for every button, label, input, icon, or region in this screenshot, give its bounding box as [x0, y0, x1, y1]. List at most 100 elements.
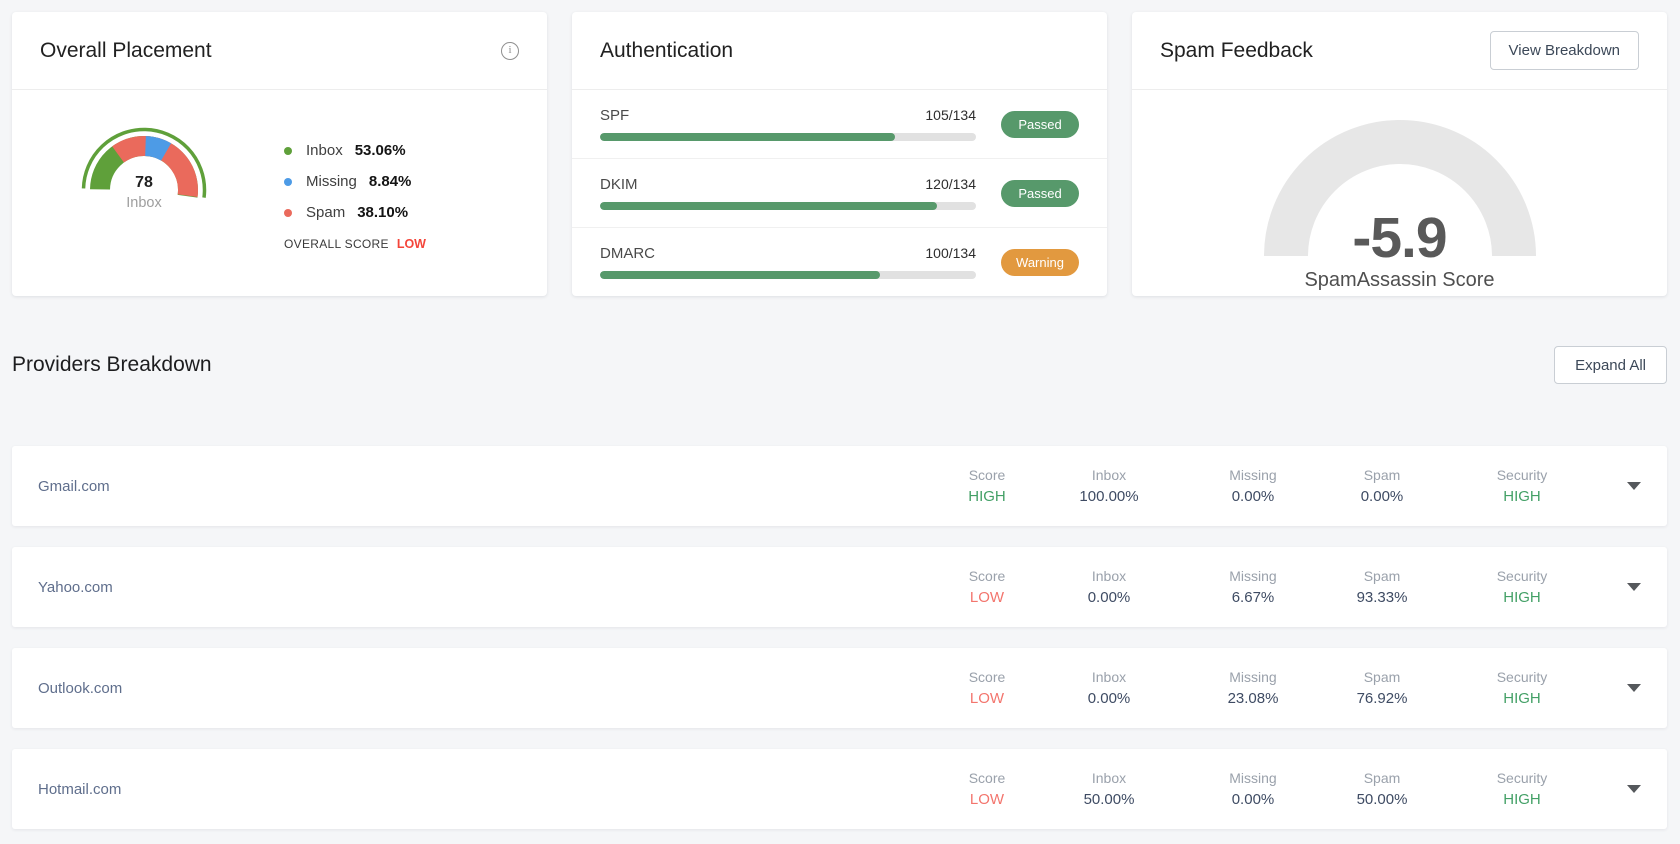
auth-row-value: 120/134 [925, 176, 976, 192]
provider-stat-label: Security [1496, 568, 1548, 584]
auth-row-main: SPF 105/134 [600, 107, 976, 141]
spamassassin-gauge: -5.9 [1263, 119, 1536, 270]
provider-row-gmail-com[interactable]: Gmail.com Score HIGH Inbox 100.00% Missi… [12, 446, 1667, 526]
chevron-down-icon [1627, 482, 1641, 490]
stat-security: Security HIGH [1467, 467, 1577, 505]
provider-stat-label: Security [1496, 467, 1548, 483]
stat-score: Score LOW [932, 669, 1042, 707]
spamassassin-score-label: SpamAssassin Score [1304, 269, 1495, 291]
donut-svg: 78 Inbox [81, 127, 207, 253]
provider-stat-label: Spam [1363, 467, 1401, 483]
donut-center-label: Inbox [126, 195, 162, 211]
stat-spam: Spam 76.92% [1327, 669, 1437, 707]
stat-security: Security HIGH [1467, 568, 1577, 606]
donut-center-value: 78 [135, 174, 153, 191]
expand-row-control[interactable] [1577, 684, 1641, 692]
provider-stat-value: HIGH [1503, 589, 1541, 606]
provider-stat-value: 100.00% [1079, 488, 1139, 505]
provider-stat-label: Missing [1229, 467, 1277, 483]
donut-highlight-arc [81, 127, 207, 253]
placement-donut-chart: 78 Inbox [76, 122, 212, 258]
spam-feedback-title: Spam Feedback [1160, 38, 1313, 62]
provider-stat-label: Score [968, 669, 1006, 685]
auth-row-label: SPF [600, 107, 630, 124]
providers-breakdown-title: Providers Breakdown [12, 353, 212, 376]
legend-label: Inbox [306, 142, 343, 159]
chevron-down-icon [1627, 583, 1641, 591]
stat-spam: Spam 50.00% [1327, 770, 1437, 808]
auth-row: SPF 105/134 Passed [572, 90, 1107, 159]
provider-rows: Gmail.com Score HIGH Inbox 100.00% Missi… [12, 446, 1667, 829]
provider-stat-value: HIGH [1503, 690, 1541, 707]
gauge-arc-svg [1263, 120, 1536, 257]
auth-progress-fill [600, 133, 895, 141]
stat-score: Score LOW [932, 568, 1042, 606]
provider-stats: Score LOW Inbox 0.00% Missing 6.67% Spam… [932, 568, 1577, 606]
provider-stat-value: HIGH [968, 488, 1006, 505]
provider-name: Gmail.com [38, 477, 110, 495]
legend-label: Missing [306, 173, 357, 190]
stat-missing: Missing 23.08% [1198, 669, 1308, 707]
provider-stat-label: Missing [1229, 669, 1277, 685]
view-breakdown-button[interactable]: View Breakdown [1489, 31, 1639, 70]
overall-placement-body: 78 Inbox Inbox 53.06% Missing 8.84% Spam… [12, 90, 547, 296]
stat-score: Score HIGH [932, 467, 1042, 505]
stat-inbox: Inbox 100.00% [1054, 467, 1164, 505]
legend-item: Spam 38.10% [284, 203, 426, 223]
chevron-down-icon [1627, 684, 1641, 692]
provider-stat-label: Spam [1363, 770, 1401, 786]
auth-progress-track [600, 271, 976, 279]
spam-feedback-header: Spam Feedback View Breakdown [1132, 12, 1667, 90]
chevron-down-icon [1627, 785, 1641, 793]
provider-stat-label: Spam [1363, 568, 1401, 584]
authentication-title: Authentication [600, 38, 734, 62]
legend-value: 8.84% [368, 173, 412, 190]
provider-stat-label: Security [1496, 669, 1548, 685]
spam-feedback-card: Spam Feedback View Breakdown -5.9 SpamAs… [1132, 12, 1667, 296]
provider-stat-value: 0.00% [1360, 488, 1404, 505]
provider-stats: Score LOW Inbox 0.00% Missing 23.08% Spa… [932, 669, 1577, 707]
provider-stat-label: Missing [1229, 770, 1277, 786]
info-icon[interactable]: i [501, 41, 519, 60]
stat-spam: Spam 0.00% [1327, 467, 1437, 505]
donut-segment-spam [90, 136, 198, 244]
authentication-card: Authentication SPF 105/134 Passed DKIM 1… [572, 12, 1107, 296]
placement-legend: Inbox 53.06% Missing 8.84% Spam 38.10% O… [284, 130, 426, 251]
expand-row-control[interactable] [1577, 482, 1641, 490]
auth-row-value: 105/134 [925, 107, 976, 123]
expand-all-button[interactable]: Expand All [1554, 346, 1667, 384]
auth-progress-fill [600, 202, 937, 210]
expand-row-control[interactable] [1577, 785, 1641, 793]
stat-score: Score LOW [932, 770, 1042, 808]
auth-status-badge-passed: Passed [1001, 110, 1079, 138]
provider-stat-value: 23.08% [1227, 690, 1279, 707]
provider-stat-label: Score [968, 568, 1006, 584]
auth-row-label: DMARC [600, 245, 655, 262]
stat-security: Security HIGH [1467, 770, 1577, 808]
expand-row-control[interactable] [1577, 583, 1641, 591]
stat-missing: Missing 6.67% [1198, 568, 1308, 606]
stat-security: Security HIGH [1467, 669, 1577, 707]
provider-name: Hotmail.com [38, 780, 122, 798]
stat-spam: Spam 93.33% [1327, 568, 1437, 606]
provider-row-hotmail-com[interactable]: Hotmail.com Score LOW Inbox 50.00% Missi… [12, 749, 1667, 829]
provider-row-outlook-com[interactable]: Outlook.com Score LOW Inbox 0.00% Missin… [12, 648, 1667, 728]
provider-stat-label: Inbox [1091, 669, 1127, 685]
provider-stat-label: Inbox [1091, 568, 1127, 584]
legend-item: Missing 8.84% [284, 172, 426, 192]
overall-score-label: OVERALL SCORE [284, 236, 389, 251]
provider-row-yahoo-com[interactable]: Yahoo.com Score LOW Inbox 0.00% Missing … [12, 547, 1667, 627]
auth-progress-track [600, 133, 976, 141]
provider-stat-value: 50.00% [1356, 791, 1408, 808]
provider-stat-value: 0.00% [1231, 488, 1275, 505]
legend-label: Spam [306, 204, 346, 221]
auth-progress-track [600, 202, 976, 210]
overall-placement-title: Overall Placement [40, 38, 212, 62]
provider-name: Outlook.com [38, 679, 123, 697]
provider-name: Yahoo.com [38, 578, 113, 596]
provider-stat-value: LOW [969, 589, 1005, 606]
authentication-body: SPF 105/134 Passed DKIM 120/134 Passed D… [572, 90, 1107, 296]
provider-stat-value: 50.00% [1083, 791, 1135, 808]
spamassassin-score-value: -5.9 [1352, 206, 1447, 270]
